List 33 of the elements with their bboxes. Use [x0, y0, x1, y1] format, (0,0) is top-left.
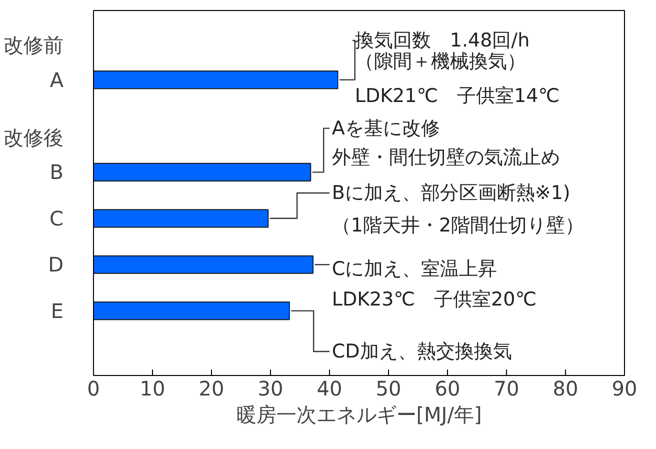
x-tick-label: 30: [258, 376, 284, 400]
x-tick-label: 60: [434, 376, 460, 400]
annotation: LDK21℃ 子供室14℃: [354, 84, 560, 107]
x-tick-label: 20: [198, 376, 224, 400]
y-tick-label: E: [50, 298, 64, 323]
annotation: LDK23℃ 子供室20℃: [332, 288, 537, 310]
y-tick-label: A: [50, 68, 64, 92]
x-tick-label: 90: [612, 376, 638, 400]
annotation: Cに加え、室温上昇: [332, 258, 498, 280]
bar: [94, 255, 314, 274]
bar: [94, 162, 312, 182]
text: 改修前: [4, 33, 64, 58]
x-tick-label: 80: [552, 376, 578, 400]
annotation: CD加え、熱交換換気: [332, 340, 512, 362]
annotation: （1階天井・2階間仕切り壁）: [332, 214, 584, 236]
x-axis-title: 暖房一次エネルギー[MJ/年]: [236, 402, 482, 426]
y-tick-label: B: [50, 160, 64, 184]
text: 改修後: [4, 126, 64, 150]
annotation: 外壁・間仕切壁の気流止め: [332, 146, 560, 168]
y-tick-label: C: [50, 206, 64, 230]
x-tick-label: 70: [494, 376, 520, 400]
x-tick-label: 40: [316, 376, 342, 400]
annotation: （隙間＋機械換気）: [354, 50, 526, 72]
bar: [94, 209, 269, 228]
bar: [94, 70, 338, 90]
annotation: Aを基に改修: [332, 117, 440, 140]
x-tick-label: 50: [376, 376, 402, 400]
x-tick-label: 10: [140, 376, 166, 400]
x-tick-label: 0: [87, 376, 100, 400]
annotation: Bに加え、部分区画断熱※1): [332, 182, 570, 204]
bar: [94, 302, 290, 320]
y-tick-label: D: [48, 252, 64, 277]
annotation: 換気回数 1.48回/h: [354, 30, 530, 52]
